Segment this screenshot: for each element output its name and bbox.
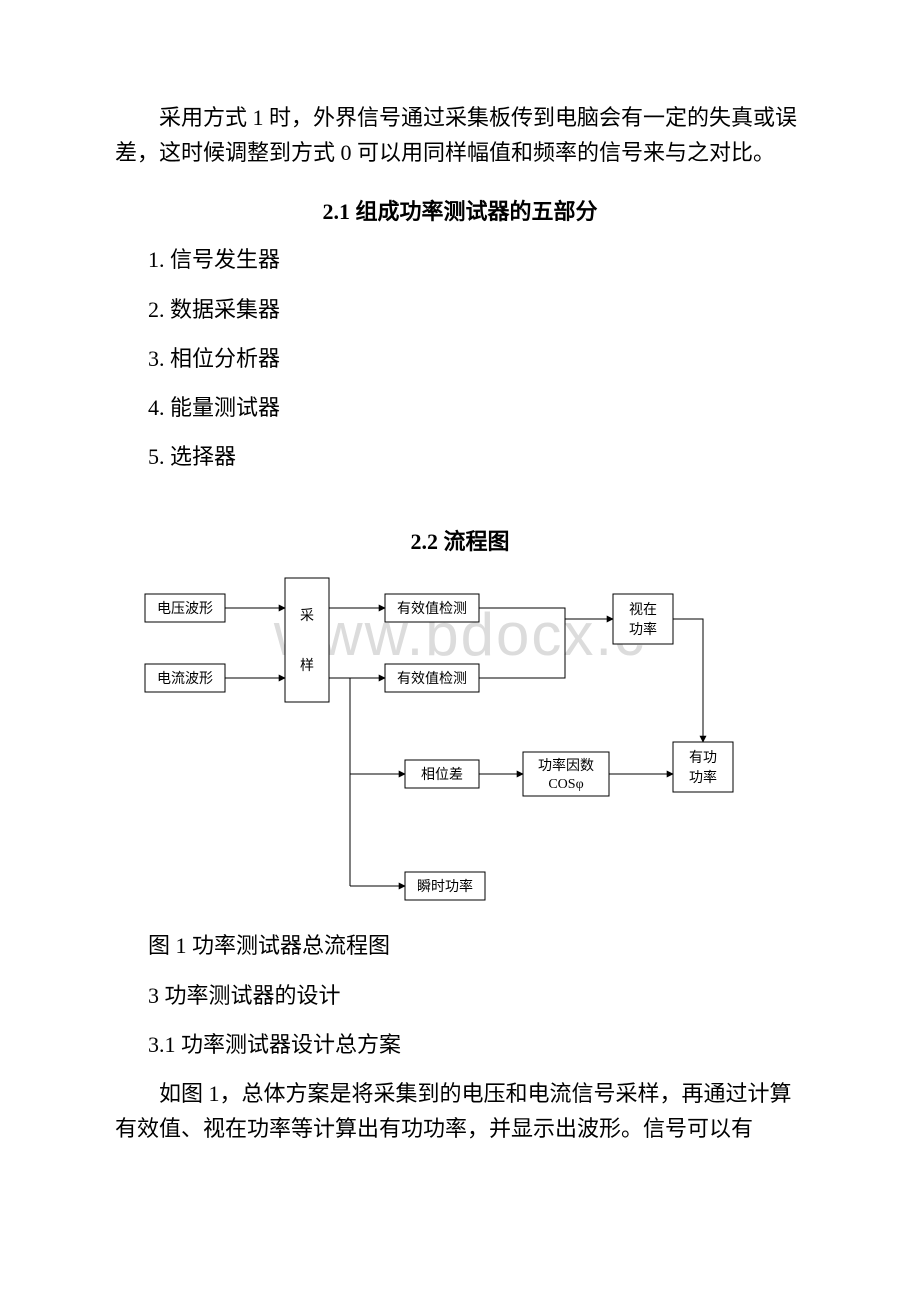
label-sampling-2: 样 [300, 658, 314, 674]
component-item-2: 2. 数据采集器 [115, 292, 805, 327]
label-voltage-wave: 电压波形 [157, 601, 213, 617]
label-apparent-power-2: 功率 [629, 621, 657, 638]
component-item-4: 4. 能量测试器 [115, 390, 805, 425]
label-sampling-1: 采 [300, 608, 314, 624]
component-item-5: 5. 选择器 [115, 439, 805, 474]
figure-1-caption: 图 1 功率测试器总流程图 [115, 928, 805, 963]
node-sampling [285, 578, 329, 702]
section-3-heading: 3 功率测试器的设计 [115, 978, 805, 1013]
component-item-3: 3. 相位分析器 [115, 341, 805, 376]
label-current-wave: 电流波形 [157, 671, 213, 687]
label-power-factor-1: 功率因数 [538, 757, 594, 774]
edge-rms2-to-join [479, 619, 565, 678]
label-active-power-2: 功率 [689, 769, 717, 786]
label-instant-power: 瞬时功率 [417, 878, 473, 895]
label-active-power-1: 有功 [689, 750, 717, 766]
section-3-1-body: 如图 1，总体方案是将采集到的电压和电流信号采样，再通过计算有效值、视在功率等计… [115, 1076, 805, 1146]
edge-rms1-to-join [479, 608, 565, 619]
section-2-1-heading: 2.1 组成功率测试器的五部分 [115, 194, 805, 226]
section-3-1-heading: 3.1 功率测试器设计总方案 [115, 1027, 805, 1062]
intro-paragraph: 采用方式 1 时，外界信号通过采集板传到电脑会有一定的失真或误差，这时候调整到方… [115, 100, 805, 170]
label-rms-2: 有效值检测 [397, 671, 467, 687]
component-item-1: 1. 信号发生器 [115, 242, 805, 277]
section-2-2-heading: 2.2 流程图 [115, 524, 805, 556]
flowchart-container: 电压波形 电流波形 采 样 有效值检测 有效值检测 视在 功率 相位差 功率因数… [135, 572, 805, 912]
label-rms-1: 有效值检测 [397, 601, 467, 617]
label-phase-diff: 相位差 [421, 767, 463, 783]
label-apparent-power-1: 视在 [629, 602, 657, 618]
flowchart-svg: 电压波形 电流波形 采 样 有效值检测 有效值检测 视在 功率 相位差 功率因数… [135, 572, 775, 912]
edge-apparent-to-active [673, 619, 703, 742]
label-power-factor-2: COSφ [548, 777, 583, 792]
